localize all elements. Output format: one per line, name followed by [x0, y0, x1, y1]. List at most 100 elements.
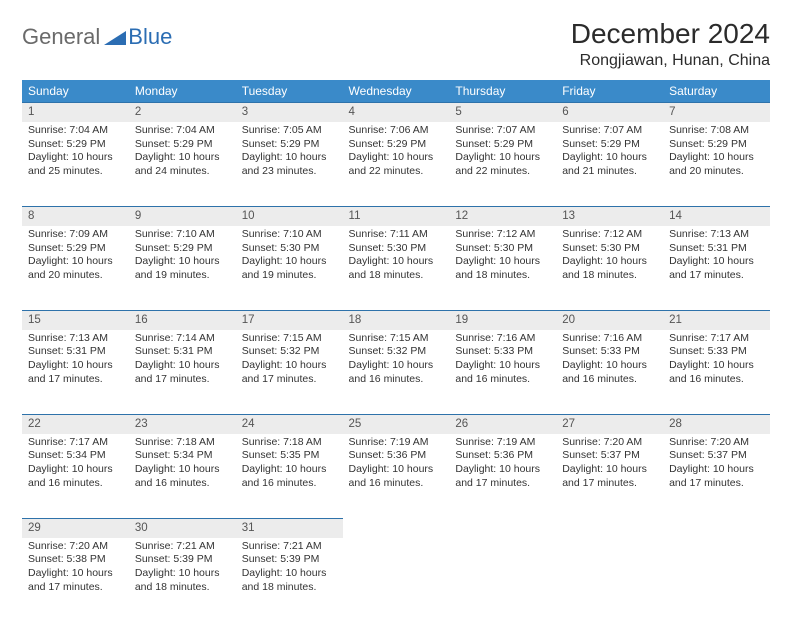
sunset-text: Sunset: 5:29 PM [28, 242, 123, 256]
weekday-header: Sunday [22, 80, 129, 102]
daylight-line1: Daylight: 10 hours [28, 359, 123, 373]
daylight-line1: Daylight: 10 hours [562, 463, 657, 477]
daylight-line1: Daylight: 10 hours [669, 151, 764, 165]
day-number-cell: 20 [556, 310, 663, 330]
sunrise-text: Sunrise: 7:12 AM [455, 228, 550, 242]
day-content-cell: Sunrise: 7:16 AMSunset: 5:33 PMDaylight:… [556, 330, 663, 414]
daylight-line1: Daylight: 10 hours [669, 255, 764, 269]
daylight-line2: and 18 minutes. [349, 269, 444, 283]
daylight-line2: and 24 minutes. [135, 165, 230, 179]
daylight-line2: and 17 minutes. [455, 477, 550, 491]
sunset-text: Sunset: 5:35 PM [242, 449, 337, 463]
day-content-cell: Sunrise: 7:10 AMSunset: 5:30 PMDaylight:… [236, 226, 343, 310]
daylight-line1: Daylight: 10 hours [242, 567, 337, 581]
day-content-cell: Sunrise: 7:09 AMSunset: 5:29 PMDaylight:… [22, 226, 129, 310]
daylight-line2: and 25 minutes. [28, 165, 123, 179]
triangle-icon [104, 29, 126, 45]
day-content-cell [449, 538, 556, 622]
daylight-line1: Daylight: 10 hours [349, 463, 444, 477]
day-number-cell: 5 [449, 102, 556, 122]
day-number-cell [556, 518, 663, 538]
brand-logo: General Blue [22, 18, 172, 50]
daylight-line1: Daylight: 10 hours [28, 463, 123, 477]
day-number-cell: 27 [556, 414, 663, 434]
sunset-text: Sunset: 5:29 PM [28, 138, 123, 152]
daylight-line2: and 18 minutes. [242, 581, 337, 595]
content-row: Sunrise: 7:20 AMSunset: 5:38 PMDaylight:… [22, 538, 770, 622]
sunrise-text: Sunrise: 7:20 AM [562, 436, 657, 450]
sunrise-text: Sunrise: 7:15 AM [349, 332, 444, 346]
daylight-line1: Daylight: 10 hours [349, 151, 444, 165]
calendar-page: General Blue December 2024 Rongjiawan, H… [0, 0, 792, 640]
day-number-cell: 26 [449, 414, 556, 434]
daylight-line2: and 17 minutes. [135, 373, 230, 387]
sunrise-text: Sunrise: 7:13 AM [28, 332, 123, 346]
location: Rongjiawan, Hunan, China [571, 52, 770, 70]
day-number-cell: 1 [22, 102, 129, 122]
sunset-text: Sunset: 5:30 PM [242, 242, 337, 256]
day-content-cell [556, 538, 663, 622]
day-content-cell: Sunrise: 7:12 AMSunset: 5:30 PMDaylight:… [556, 226, 663, 310]
day-number-cell: 10 [236, 206, 343, 226]
daylight-line1: Daylight: 10 hours [562, 255, 657, 269]
sunrise-text: Sunrise: 7:07 AM [562, 124, 657, 138]
daylight-line2: and 23 minutes. [242, 165, 337, 179]
weekday-header: Tuesday [236, 80, 343, 102]
daylight-line2: and 19 minutes. [242, 269, 337, 283]
day-content-cell: Sunrise: 7:13 AMSunset: 5:31 PMDaylight:… [663, 226, 770, 310]
daylight-line1: Daylight: 10 hours [669, 359, 764, 373]
daylight-line2: and 22 minutes. [455, 165, 550, 179]
daylight-line1: Daylight: 10 hours [242, 151, 337, 165]
daylight-line1: Daylight: 10 hours [242, 255, 337, 269]
day-content-cell: Sunrise: 7:17 AMSunset: 5:34 PMDaylight:… [22, 434, 129, 518]
day-content-cell: Sunrise: 7:20 AMSunset: 5:37 PMDaylight:… [663, 434, 770, 518]
sunrise-text: Sunrise: 7:21 AM [242, 540, 337, 554]
daylight-line1: Daylight: 10 hours [135, 359, 230, 373]
day-number-cell: 23 [129, 414, 236, 434]
day-content-cell: Sunrise: 7:15 AMSunset: 5:32 PMDaylight:… [236, 330, 343, 414]
daylight-line2: and 20 minutes. [28, 269, 123, 283]
day-number-cell: 25 [343, 414, 450, 434]
weekday-header: Friday [556, 80, 663, 102]
sunset-text: Sunset: 5:31 PM [28, 345, 123, 359]
sunset-text: Sunset: 5:30 PM [349, 242, 444, 256]
daynum-row: 891011121314 [22, 206, 770, 226]
daylight-line1: Daylight: 10 hours [28, 255, 123, 269]
sunset-text: Sunset: 5:33 PM [562, 345, 657, 359]
day-number-cell: 16 [129, 310, 236, 330]
content-row: Sunrise: 7:09 AMSunset: 5:29 PMDaylight:… [22, 226, 770, 310]
sunrise-text: Sunrise: 7:20 AM [669, 436, 764, 450]
sunrise-text: Sunrise: 7:20 AM [28, 540, 123, 554]
day-number-cell: 9 [129, 206, 236, 226]
sunset-text: Sunset: 5:30 PM [455, 242, 550, 256]
day-content-cell: Sunrise: 7:05 AMSunset: 5:29 PMDaylight:… [236, 122, 343, 206]
daylight-line1: Daylight: 10 hours [135, 151, 230, 165]
sunrise-text: Sunrise: 7:13 AM [669, 228, 764, 242]
sunrise-text: Sunrise: 7:16 AM [562, 332, 657, 346]
sunrise-text: Sunrise: 7:14 AM [135, 332, 230, 346]
sunset-text: Sunset: 5:32 PM [349, 345, 444, 359]
daylight-line2: and 17 minutes. [669, 477, 764, 491]
sunrise-text: Sunrise: 7:10 AM [242, 228, 337, 242]
sunrise-text: Sunrise: 7:06 AM [349, 124, 444, 138]
daylight-line1: Daylight: 10 hours [455, 255, 550, 269]
day-content-cell: Sunrise: 7:08 AMSunset: 5:29 PMDaylight:… [663, 122, 770, 206]
daylight-line2: and 16 minutes. [669, 373, 764, 387]
daylight-line1: Daylight: 10 hours [455, 151, 550, 165]
month-title: December 2024 [571, 18, 770, 50]
daylight-line1: Daylight: 10 hours [135, 255, 230, 269]
sunrise-text: Sunrise: 7:18 AM [135, 436, 230, 450]
daylight-line2: and 18 minutes. [455, 269, 550, 283]
day-number-cell: 21 [663, 310, 770, 330]
day-content-cell: Sunrise: 7:19 AMSunset: 5:36 PMDaylight:… [343, 434, 450, 518]
day-number-cell: 22 [22, 414, 129, 434]
day-number-cell: 13 [556, 206, 663, 226]
daylight-line1: Daylight: 10 hours [455, 463, 550, 477]
sunrise-text: Sunrise: 7:08 AM [669, 124, 764, 138]
daynum-row: 15161718192021 [22, 310, 770, 330]
day-number-cell: 18 [343, 310, 450, 330]
day-content-cell: Sunrise: 7:20 AMSunset: 5:37 PMDaylight:… [556, 434, 663, 518]
day-number-cell: 11 [343, 206, 450, 226]
daylight-line2: and 17 minutes. [562, 477, 657, 491]
day-number-cell: 7 [663, 102, 770, 122]
